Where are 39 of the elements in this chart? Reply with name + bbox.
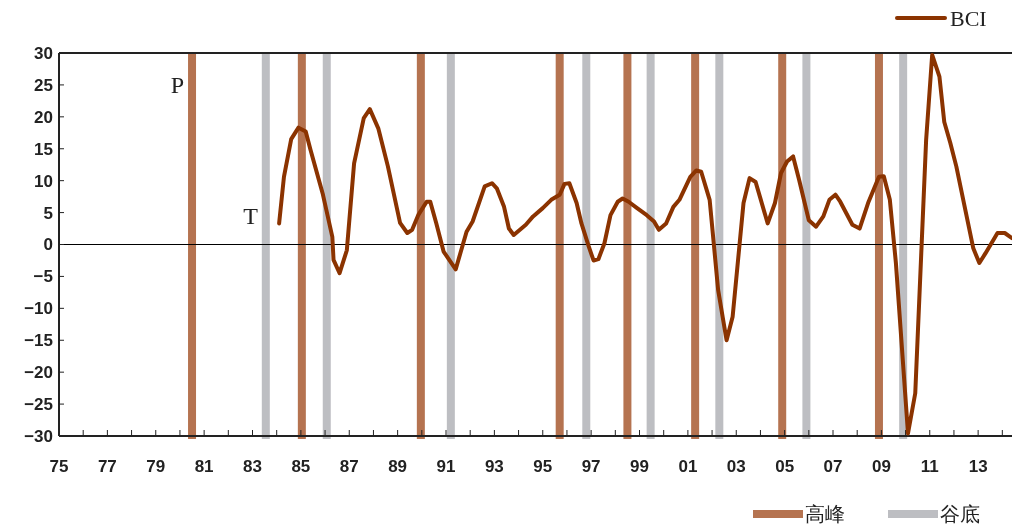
y-tick-label: 10 xyxy=(34,171,53,191)
x-tick-label: 03 xyxy=(726,457,746,476)
x-tick-label: 87 xyxy=(339,457,359,476)
x-tick-label: 95 xyxy=(533,457,553,476)
y-tick-label: 30 xyxy=(34,43,53,63)
y-tick-label: −20 xyxy=(24,363,53,383)
y-tick-label: −5 xyxy=(33,267,53,287)
annotation: T xyxy=(243,202,259,229)
x-tick-label: 99 xyxy=(630,457,649,476)
x-tick-label: 93 xyxy=(484,457,504,476)
x-tick-label: 13 xyxy=(968,457,988,476)
x-tick-label: 75 xyxy=(49,457,69,476)
x-tick-label: 97 xyxy=(581,457,601,476)
y-tick-label: −15 xyxy=(24,331,53,351)
annotation: P xyxy=(170,72,185,99)
y-tick-label: −30 xyxy=(24,426,53,446)
legend-label: BCI xyxy=(950,5,987,31)
x-tick-label: 01 xyxy=(678,457,698,476)
x-tick-label: 81 xyxy=(194,457,214,476)
y-tick-label: −25 xyxy=(24,395,53,415)
x-tick-label: 85 xyxy=(291,457,311,476)
x-tick-label: 89 xyxy=(388,457,408,476)
line-series xyxy=(277,52,1012,436)
x-tick-label: 91 xyxy=(436,457,456,476)
x-tick-label: 07 xyxy=(823,457,843,476)
x-tick-label: 11 xyxy=(920,457,939,476)
y-tick-label: 20 xyxy=(34,107,53,127)
legend-label: 高峰 xyxy=(805,503,845,525)
y-tick-label: 0 xyxy=(43,235,53,255)
y-tick-label: 15 xyxy=(34,139,53,159)
x-tick-label: 09 xyxy=(871,457,891,476)
y-tick-label: 25 xyxy=(34,75,53,95)
legend-label: 谷底 xyxy=(940,503,980,525)
x-tick-label: 79 xyxy=(146,457,166,476)
x-tick-label: 05 xyxy=(775,457,795,476)
y-tick-label: 5 xyxy=(43,203,53,223)
x-tick-label: 77 xyxy=(97,457,117,476)
y-tick-label: −10 xyxy=(24,299,53,319)
x-tick-label: 83 xyxy=(243,457,262,476)
